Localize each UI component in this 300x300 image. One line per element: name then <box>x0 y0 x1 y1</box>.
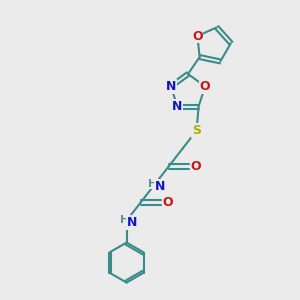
Text: O: O <box>190 160 201 173</box>
Text: H: H <box>148 178 157 189</box>
Text: N: N <box>154 180 165 193</box>
Text: N: N <box>172 100 183 113</box>
Text: O: O <box>192 29 203 43</box>
Text: H: H <box>120 214 129 225</box>
Text: S: S <box>192 124 201 137</box>
Text: N: N <box>126 216 137 229</box>
Text: O: O <box>200 80 210 93</box>
Text: O: O <box>162 196 173 209</box>
Text: N: N <box>166 80 176 93</box>
